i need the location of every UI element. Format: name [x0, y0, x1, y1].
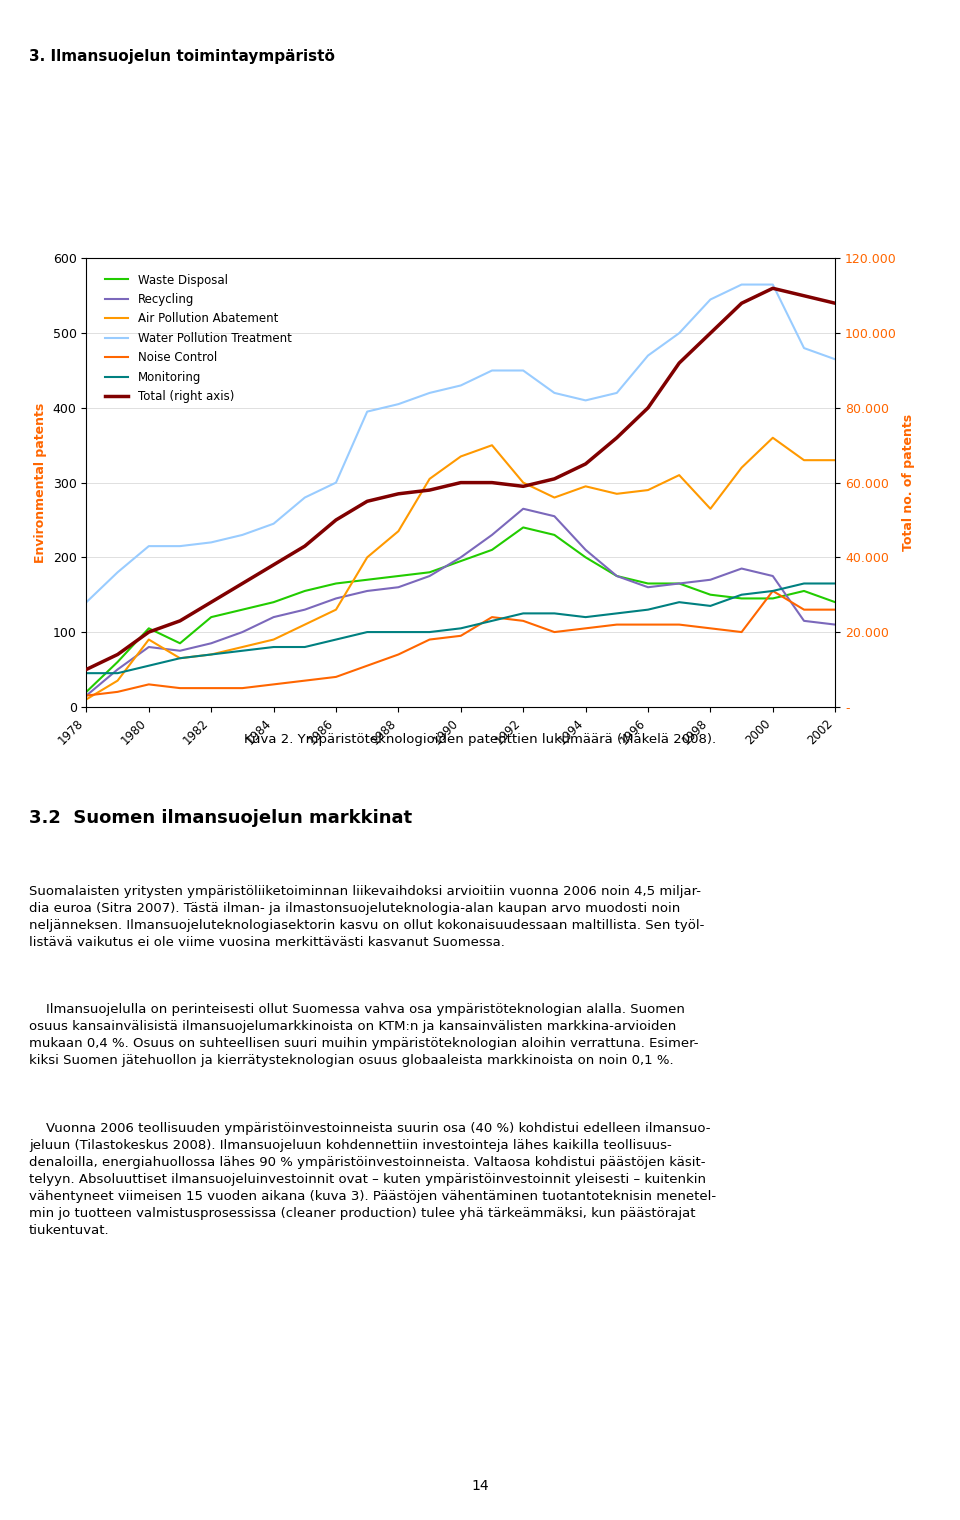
Y-axis label: Total no. of patents: Total no. of patents — [902, 413, 915, 552]
Legend: Waste Disposal, Recycling, Air Pollution Abatement, Water Pollution Treatment, N: Waste Disposal, Recycling, Air Pollution… — [100, 269, 297, 409]
Text: Kuva 2. Ympäristöteknologioiden patenttien lukumäärä (Mäkelä 2008).: Kuva 2. Ympäristöteknologioiden patentti… — [244, 733, 716, 746]
Text: Vuonna 2006 teollisuuden ympäristöinvestoinneista suurin osa (40 %) kohdistui ed: Vuonna 2006 teollisuuden ympäristöinvest… — [29, 1122, 716, 1237]
Text: Ilmansuojelulla on perinteisesti ollut Suomessa vahva osa ympäristöteknologian a: Ilmansuojelulla on perinteisesti ollut S… — [29, 1003, 698, 1067]
Text: 3. Ilmansuojelun toimintaympäristö: 3. Ilmansuojelun toimintaympäristö — [29, 49, 335, 64]
Text: Suomalaisten yritysten ympäristöliiketoiminnan liikevaihdoksi arvioitiin vuonna : Suomalaisten yritysten ympäristöliiketoi… — [29, 885, 705, 948]
Text: 3.2  Suomen ilmansuojelun markkinat: 3.2 Suomen ilmansuojelun markkinat — [29, 809, 412, 827]
Text: 14: 14 — [471, 1479, 489, 1493]
Y-axis label: Environmental patents: Environmental patents — [35, 403, 47, 562]
